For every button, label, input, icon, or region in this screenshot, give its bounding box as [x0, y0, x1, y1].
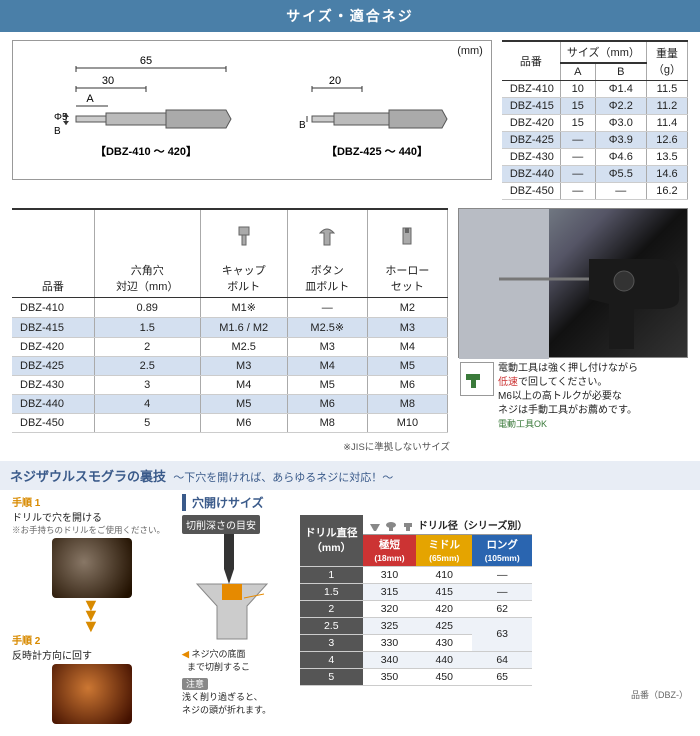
table-row: 232042062: [300, 600, 532, 617]
tool-ok-label: 電動工具OK: [498, 418, 638, 431]
s3-sub: ～下穴を開ければ、あらゆるネジに対応！～: [173, 472, 393, 484]
table-row: 535045065: [300, 668, 532, 685]
col-button: ボタン 皿ボルト: [287, 209, 367, 298]
note-line1: 電動工具は強く押し付けながら: [498, 363, 638, 374]
col-part: 品番: [12, 209, 94, 298]
svg-text:65: 65: [140, 55, 152, 67]
svg-text:【DBZ-425 ～ 440】: 【DBZ-425 ～ 440】: [326, 145, 428, 158]
table-row: 434044064: [300, 651, 532, 668]
power-tool-icon: [460, 362, 494, 396]
table-row: DBZ-4202M2.5M3M4: [12, 338, 448, 357]
col-mid: ミドル(65mm): [416, 534, 472, 566]
svg-text:30: 30: [102, 75, 114, 87]
table-row: DBZ-440—Φ5.514.6: [502, 166, 688, 183]
spec-table: 品番 サイズ（mm） 重量 （g） A B DBZ-41010Φ1.411.5D…: [502, 40, 688, 200]
section3-title: ネジザウルスモグラの裏技 ～下穴を開ければ、あらゆるネジに対応！～: [0, 461, 700, 490]
drill-size-box: 穴開けサイズ 切削深さの目安 ◀ ネジ穴の底面 まで切削するこ: [182, 494, 688, 726]
warn-label: 注意: [182, 678, 208, 690]
table-row: DBZ-450——16.2: [502, 183, 688, 200]
col-short: 極短(18mm): [363, 534, 417, 566]
depth-note1: ネジ穴の底面: [191, 649, 245, 659]
tool-note: 電動工具は強く押し付けながら 低速で回してください。 M6以上の高トルクが必要な…: [458, 358, 688, 435]
table-row: DBZ-41010Φ1.411.5: [502, 81, 688, 98]
table-row: DBZ-4303M4M5M6: [12, 376, 448, 395]
col-cap: キャップ ボルト: [200, 209, 287, 298]
depth-note-arrow: ◀: [182, 649, 189, 659]
table-row: DBZ-41515Φ2.211.2: [502, 98, 688, 115]
table-row: 1310410—: [300, 566, 532, 583]
section-compat: 品番 六角穴 対辺（mm） キャップ ボルト ボタン 皿ボルト ホーロー セット…: [0, 204, 700, 439]
table-row: DBZ-42015Φ3.011.4: [502, 115, 688, 132]
svg-text:A: A: [87, 93, 95, 105]
tool-photo-box: 電動工具は強く押し付けながら 低速で回してください。 M6以上の高トルクが必要な…: [458, 208, 688, 435]
col-hex: 六角穴 対辺（mm）: [94, 209, 200, 298]
note-red: 低速: [498, 377, 518, 388]
s3-main: ネジザウルスモグラの裏技: [10, 469, 166, 484]
depth-caption: 切削深さの目安: [182, 515, 260, 534]
col-b: B: [595, 63, 646, 81]
section-diagram-spec: (mm) 65 30 A Φ5 B 【DBZ-410 ～ 420】 20 B: [0, 32, 700, 204]
arrow-down-icon: ▼▼▼: [82, 600, 172, 632]
svg-text:20: 20: [329, 75, 341, 87]
col-size: サイズ（mm）: [560, 41, 646, 63]
tool-photo: [458, 208, 688, 358]
table-row: DBZ-4100.89M1※—M2: [12, 298, 448, 318]
page-title: サイズ・適合ネジ: [0, 0, 700, 32]
step2-text: 反時計方向に回す: [12, 647, 172, 662]
table-row: DBZ-4252.5M3M4M5: [12, 357, 448, 376]
drill-size-title: 穴開けサイズ: [182, 494, 688, 511]
table-row: DBZ-430—Φ4.613.5: [502, 149, 688, 166]
step2-label: 手順 2: [12, 636, 40, 647]
col-hollow: ホーロー セット: [367, 209, 447, 298]
table-row: DBZ-4404M5M6M8: [12, 395, 448, 414]
compat-footnote: ※JISに準拠しないサイズ: [0, 439, 700, 453]
step1-label: 手順 1: [12, 498, 40, 509]
col-dia: ドリル直径 （mm）: [300, 515, 363, 567]
table-row: DBZ-4151.5M1.6 / M2M2.5※M3: [12, 318, 448, 338]
col-long: ロング(105mm): [472, 534, 532, 566]
unit-label: (mm): [457, 45, 483, 57]
col-a: A: [560, 63, 595, 81]
depth-diagram: 切削深さの目安 ◀ ネジ穴の底面 まで切削するこ: [182, 515, 292, 716]
compat-table: 品番 六角穴 対辺（mm） キャップ ボルト ボタン 皿ボルト ホーロー セット…: [12, 208, 448, 433]
svg-text:B: B: [54, 126, 61, 137]
col-part: 品番: [502, 41, 561, 81]
steps-column: 手順 1 ドリルで穴を開ける ※お手持ちのドリルをご使用ください。 ▼▼▼ 手順…: [12, 494, 172, 726]
step1-text: ドリルで穴を開ける: [12, 509, 172, 524]
step1-note: ※お手持ちのドリルをご使用ください。: [12, 524, 172, 536]
svg-text:【DBZ-410 ～ 420】: 【DBZ-410 ～ 420】: [95, 145, 197, 158]
note-line2: で回してください。: [518, 377, 607, 388]
svg-text:B: B: [299, 120, 306, 131]
table-row: DBZ-425—Φ3.912.6: [502, 132, 688, 149]
depth-note2: まで切削するこ: [187, 662, 250, 672]
col-weight: 重量 （g）: [646, 41, 687, 81]
step2-image: [52, 664, 132, 724]
note-line4: ネジは手動工具がお薦めです。: [498, 405, 637, 416]
drill-footer: 品番（DBZ-）: [300, 686, 688, 701]
step1-image: [52, 538, 132, 598]
dimension-diagram: (mm) 65 30 A Φ5 B 【DBZ-410 ～ 420】 20 B: [12, 40, 492, 180]
note-line3: M6以上の高トルクが必要な: [498, 391, 622, 402]
table-row: DBZ-4505M6M8M10: [12, 414, 448, 433]
table-row: 1.5315415—: [300, 583, 532, 600]
drill-table: ドリル直径 （mm） ドリル径（シリーズ別） 極短(18mm) ミドル(65mm…: [300, 515, 532, 686]
table-row: 2.532542563: [300, 617, 532, 634]
warn-text: 浅く削り過ぎると、 ネジの頭が折れます。: [182, 690, 292, 716]
col-top: ドリル径（シリーズ別）: [363, 515, 533, 535]
